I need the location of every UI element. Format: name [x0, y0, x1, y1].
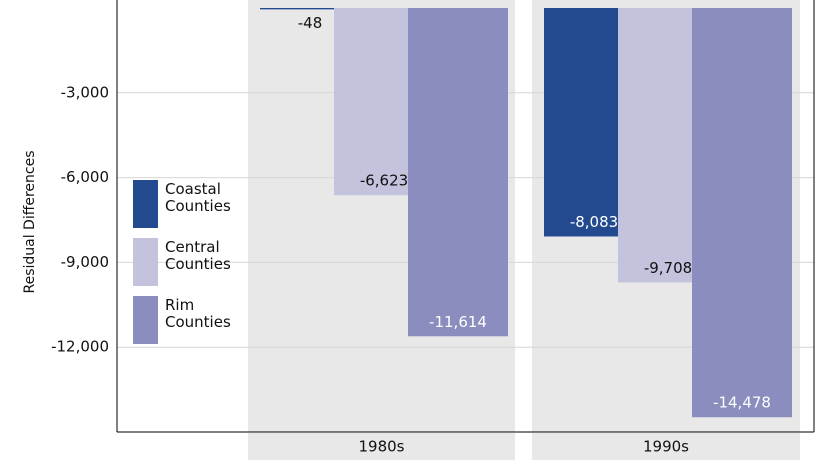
- category-label-band: [532, 433, 800, 460]
- x-tick-label: 1990s: [643, 438, 689, 456]
- value-label: -9,708: [644, 259, 692, 277]
- y-tick-label: -6,000: [61, 168, 109, 186]
- bar: [692, 8, 792, 418]
- legend-label: Central Counties: [165, 238, 231, 273]
- bar: [260, 8, 360, 10]
- legend-swatch: [133, 238, 158, 286]
- legend-label: Rim Counties: [165, 296, 231, 331]
- y-tick-label: -9,000: [61, 253, 109, 271]
- y-tick-label: -12,000: [51, 338, 109, 356]
- value-label: -14,478: [713, 394, 771, 412]
- bar: [408, 8, 508, 337]
- value-label: -48: [298, 14, 323, 32]
- value-label: -11,614: [429, 313, 487, 331]
- legend-swatch: [133, 296, 158, 344]
- category-label-band: [248, 433, 515, 460]
- legend-swatch: [133, 180, 158, 228]
- x-tick-label: 1980s: [359, 438, 405, 456]
- value-label: -8,083: [570, 213, 618, 231]
- y-axis-title: Residual Differences: [22, 150, 38, 293]
- y-tick-label: -3,000: [61, 83, 109, 101]
- legend-label: Coastal Counties: [165, 180, 231, 215]
- value-label: -6,623: [360, 172, 408, 190]
